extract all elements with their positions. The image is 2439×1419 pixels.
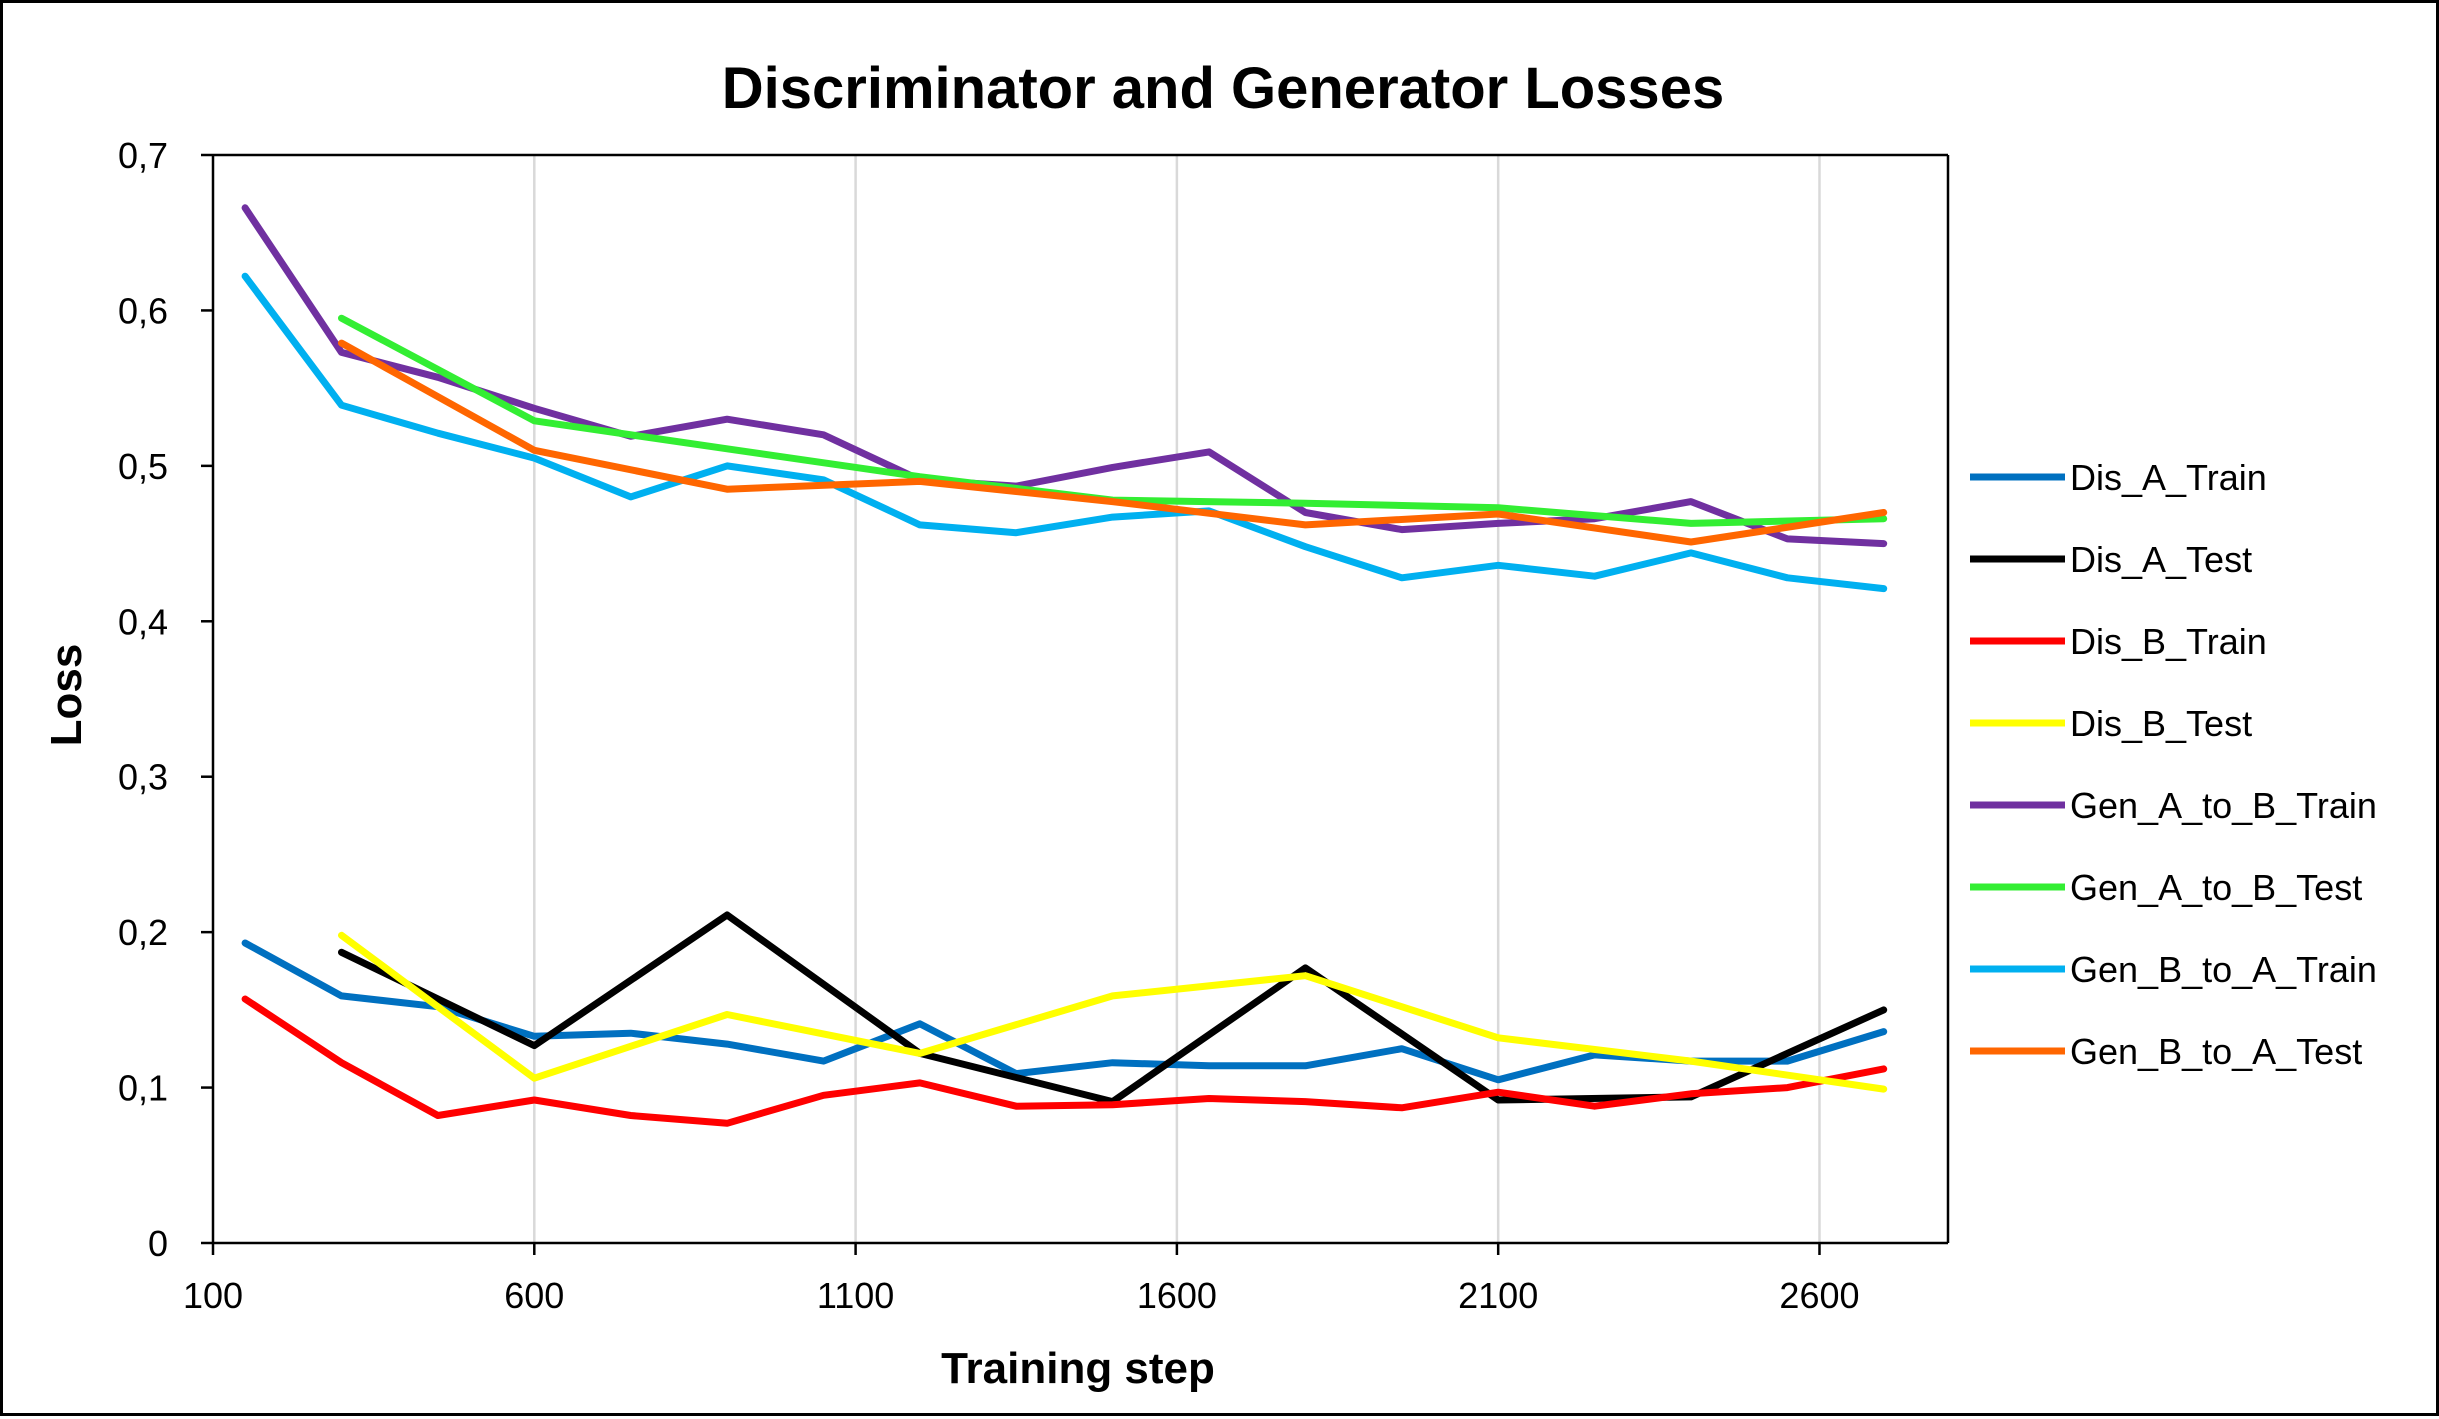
y-tick-label: 0,4 xyxy=(118,601,168,642)
y-tick-label: 0,1 xyxy=(118,1068,168,1109)
legend-label-gen-a-to-b-train: Gen_A_to_B_Train xyxy=(2070,785,2377,826)
x-tick-labels: 100 600 1100 1600 2100 2600 xyxy=(183,1275,1860,1316)
x-tick-label: 100 xyxy=(183,1275,243,1316)
y-tick-label: 0,6 xyxy=(118,290,168,331)
series-line-dis-a-test xyxy=(338,911,1888,1106)
y-tick-labels: 0 0,1 0,2 0,3 0,4 0,5 0,6 0,7 xyxy=(118,135,168,1264)
legend-label-dis-b-train: Dis_B_Train xyxy=(2070,621,2267,662)
y-tick-label: 0,7 xyxy=(118,135,168,176)
x-tick-label: 2600 xyxy=(1779,1275,1859,1316)
x-tick-label: 1600 xyxy=(1137,1275,1217,1316)
x-axis-title: Training step xyxy=(941,1344,1215,1393)
line-chart: Discriminator and Generator Losses Loss … xyxy=(42,56,2377,1393)
y-tick-label: 0,2 xyxy=(118,912,168,953)
axes xyxy=(201,153,1950,1255)
legend-label-dis-a-test: Dis_A_Test xyxy=(2070,539,2252,580)
legend-label-gen-b-to-a-train: Gen_B_to_A_Train xyxy=(2070,949,2377,990)
chart-title: Discriminator and Generator Losses xyxy=(722,56,1724,121)
series-line-gen-b-to-a-train xyxy=(241,272,1888,593)
series-line-dis-b-train xyxy=(241,995,1888,1127)
legend-label-gen-b-to-a-test: Gen_B_to_A_Test xyxy=(2070,1031,2362,1072)
y-tick-label: 0,3 xyxy=(118,757,168,798)
x-tick-label: 2100 xyxy=(1458,1275,1538,1316)
series-line-dis-b-test xyxy=(338,931,1888,1093)
legend-label-dis-a-train: Dis_A_Train xyxy=(2070,457,2267,498)
series-layer xyxy=(241,204,1888,1127)
legend-label-gen-a-to-b-test: Gen_A_to_B_Test xyxy=(2070,867,2362,908)
series-line-gen-b-to-a-test xyxy=(338,339,1888,546)
legend-label-dis-b-test: Dis_B_Test xyxy=(2070,703,2252,744)
legend: Dis_A_Train Dis_A_Test Dis_B_Train Dis_B_Te… xyxy=(1970,457,2377,1072)
x-tick-label: 1100 xyxy=(817,1275,894,1316)
y-axis-title: Loss xyxy=(42,644,91,747)
x-tick-label: 600 xyxy=(504,1275,564,1316)
y-tick-label: 0,5 xyxy=(118,446,168,487)
series-line-dis-a-train xyxy=(241,939,1888,1084)
y-tick-label: 0 xyxy=(148,1223,168,1264)
gridlines xyxy=(533,155,1821,1243)
